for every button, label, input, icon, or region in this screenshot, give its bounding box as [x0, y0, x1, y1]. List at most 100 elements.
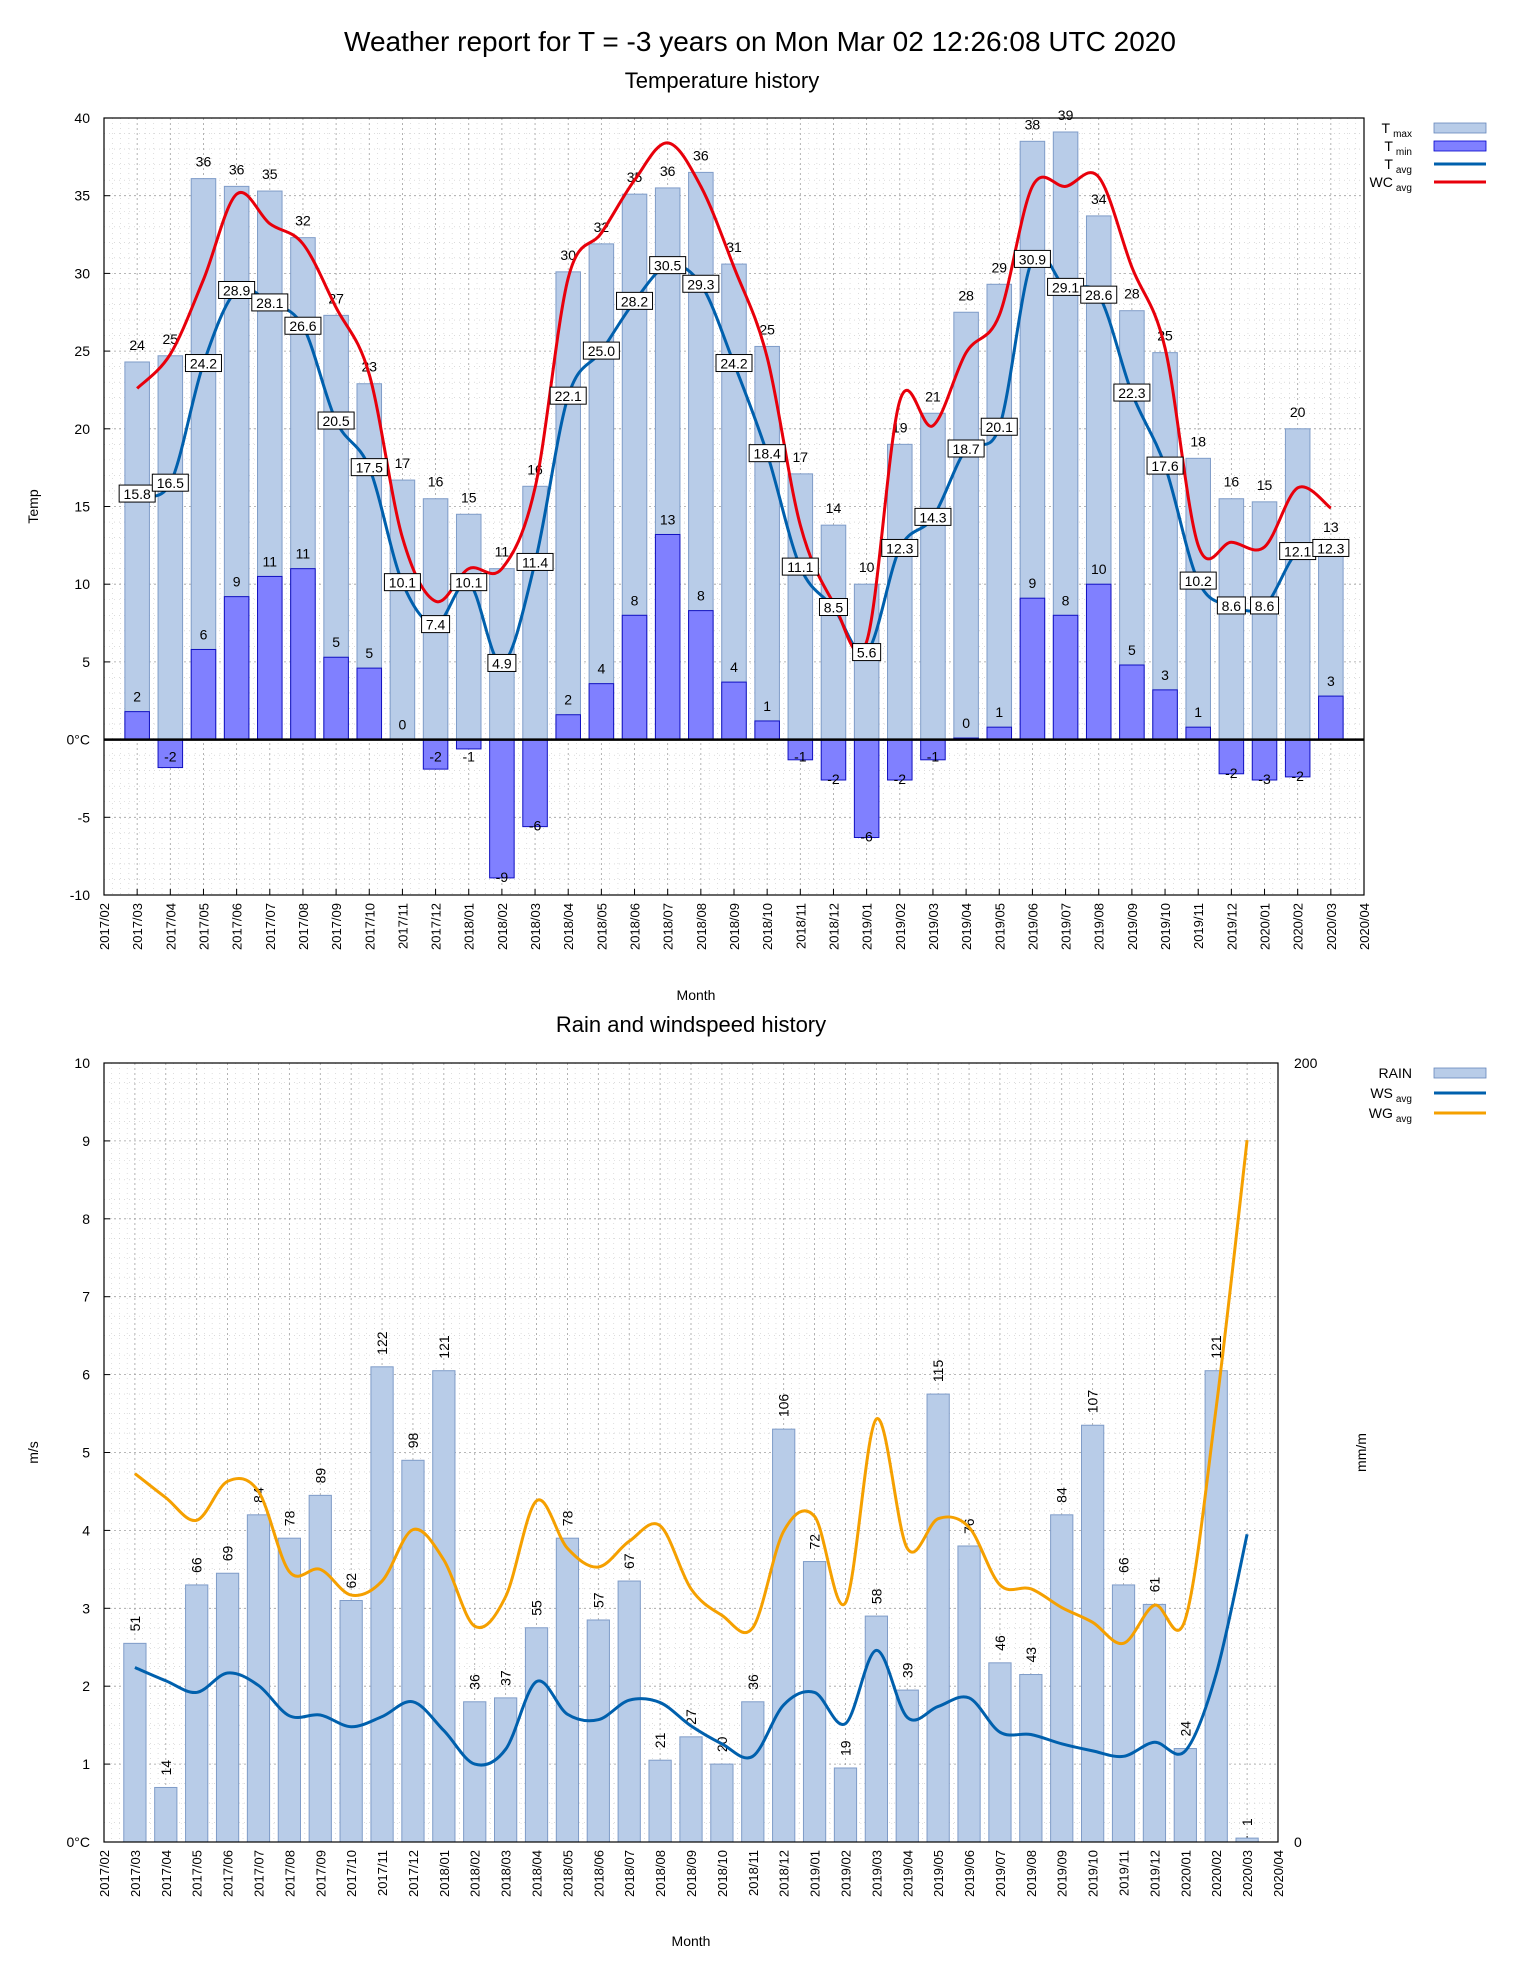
y-tick-label: 5	[82, 1445, 90, 1461]
x-tick-label: 2018/07	[622, 1850, 637, 1897]
tavg-label-box	[1179, 571, 1217, 590]
page-title: Weather report for T = -3 years on Mon M…	[344, 26, 1176, 57]
tmin-bar	[455, 739, 482, 750]
y-axis-label: m/s	[25, 1441, 41, 1464]
tmax-bar	[124, 361, 150, 741]
tmin-bar	[223, 596, 250, 741]
x-tick-label: 2017/12	[406, 1850, 421, 1897]
tavg-label-box	[184, 354, 222, 373]
tmin-label: -2	[827, 771, 840, 787]
rain-bar	[957, 1545, 981, 1843]
x-tick-label: 2020/04	[1271, 1850, 1286, 1897]
tavg-label: 28.6	[1085, 287, 1112, 303]
rain-bar	[308, 1494, 332, 1843]
y-tick-label: 35	[74, 188, 90, 204]
tmax-label: 25	[163, 331, 179, 347]
x-axis-label: Month	[677, 987, 716, 1003]
tmin-label: 8	[697, 588, 705, 604]
tmin-label: 6	[200, 626, 208, 642]
x-tick-label: 2020/02	[1209, 1850, 1224, 1897]
y-tick-label: 2	[82, 1678, 90, 1694]
tavg-label: 15.8	[124, 486, 151, 502]
x-tick-label: 2018/04	[530, 1850, 545, 1897]
tmax-label: 36	[196, 154, 212, 170]
tmax-bar	[953, 311, 979, 741]
tavg-label: 8.6	[1255, 598, 1275, 614]
rain-bar	[185, 1584, 209, 1843]
tmin-label: 13	[660, 511, 676, 527]
rain-bar	[401, 1459, 425, 1843]
x-tick-label: 2019/11	[1117, 1850, 1132, 1896]
rain-bar	[123, 1642, 147, 1843]
x-tick-label: 2018/05	[560, 1850, 575, 1897]
rain-label: 36	[745, 1674, 761, 1690]
x-tick-label: 2018/09	[684, 1850, 699, 1897]
x-tick-label: 2017/12	[429, 903, 444, 950]
rain-bar	[432, 1370, 456, 1843]
rain-label: 84	[1054, 1487, 1070, 1503]
tavg-label-box	[947, 439, 985, 458]
tmin-bar	[422, 739, 449, 770]
tmin-label: 0	[399, 717, 407, 733]
tmax-label: 17	[395, 455, 411, 471]
tavg-label: 14.3	[919, 509, 946, 525]
x-tick-label: 2018/01	[462, 903, 477, 950]
tmin-bar	[621, 614, 648, 741]
tavg-label: 18.7	[952, 441, 979, 457]
x-tick-label: 2019/03	[926, 903, 941, 950]
rain-bar	[1142, 1603, 1167, 1843]
y-tick-label: -5	[78, 809, 91, 825]
tmin-label: -2	[164, 749, 177, 765]
x-tick-label: 2020/01	[1258, 903, 1273, 950]
tmax-label: 14	[826, 500, 842, 516]
rain-label: 69	[220, 1545, 236, 1561]
x-tick-label: 2018/10	[715, 1850, 730, 1897]
rain-bar	[154, 1786, 178, 1843]
x-tick-label: 2019/05	[931, 1850, 946, 1897]
x-tick-label: 2018/02	[468, 1850, 483, 1897]
tmin-bar	[853, 739, 880, 839]
rain-bar	[1204, 1370, 1228, 1843]
rain-label: 43	[1023, 1647, 1039, 1663]
x-tick-label: 2019/04	[900, 1850, 915, 1897]
tavg-label-box	[914, 507, 952, 526]
tmax-bar	[887, 443, 913, 741]
tmin-bar	[887, 739, 913, 781]
tmin-label: -1	[463, 749, 476, 765]
rain-bar	[494, 1697, 518, 1843]
tmin-bar	[588, 683, 615, 741]
tmin-bar	[721, 681, 747, 741]
x-tick-label: 2017/11	[395, 903, 410, 949]
tmin-bar	[1318, 695, 1344, 741]
rain-label: 72	[807, 1534, 823, 1550]
tavg-label: 26.6	[289, 318, 316, 334]
rain-label: 36	[467, 1674, 483, 1690]
rain-label: 46	[992, 1635, 1008, 1651]
tavg-label: 22.1	[555, 388, 582, 404]
x-tick-label: 2017/05	[190, 1850, 205, 1897]
y-tick-label: 9	[82, 1133, 90, 1149]
x-tick-label: 2017/09	[329, 903, 344, 950]
legend-label: RAIN	[1379, 1065, 1412, 1081]
tmax-bar	[986, 283, 1013, 741]
rain-bar	[555, 1537, 580, 1843]
rain-label: 62	[343, 1573, 359, 1589]
tmin-label: 4	[730, 659, 738, 675]
legend-label: WS avg	[1370, 1085, 1412, 1105]
tmax-label: 30	[560, 247, 576, 263]
tavg-label-box	[284, 316, 322, 335]
x-tick-label: 2018/11	[746, 1850, 761, 1896]
tmax-bar	[1284, 428, 1311, 741]
rain-label: 106	[776, 1394, 792, 1418]
chart-title: Rain and windspeed history	[556, 1012, 826, 1037]
tavg-label: 10.1	[389, 575, 416, 591]
tmin-bar	[654, 533, 681, 741]
x-tick-label: 2018/01	[437, 1850, 452, 1897]
tmax-label: 16	[1224, 474, 1240, 490]
y-tick-label: -10	[70, 887, 90, 903]
rain-bar	[679, 1736, 703, 1843]
rain-label: 121	[1208, 1335, 1224, 1359]
tmin-bar	[157, 739, 184, 769]
tmax-bar	[455, 513, 482, 741]
